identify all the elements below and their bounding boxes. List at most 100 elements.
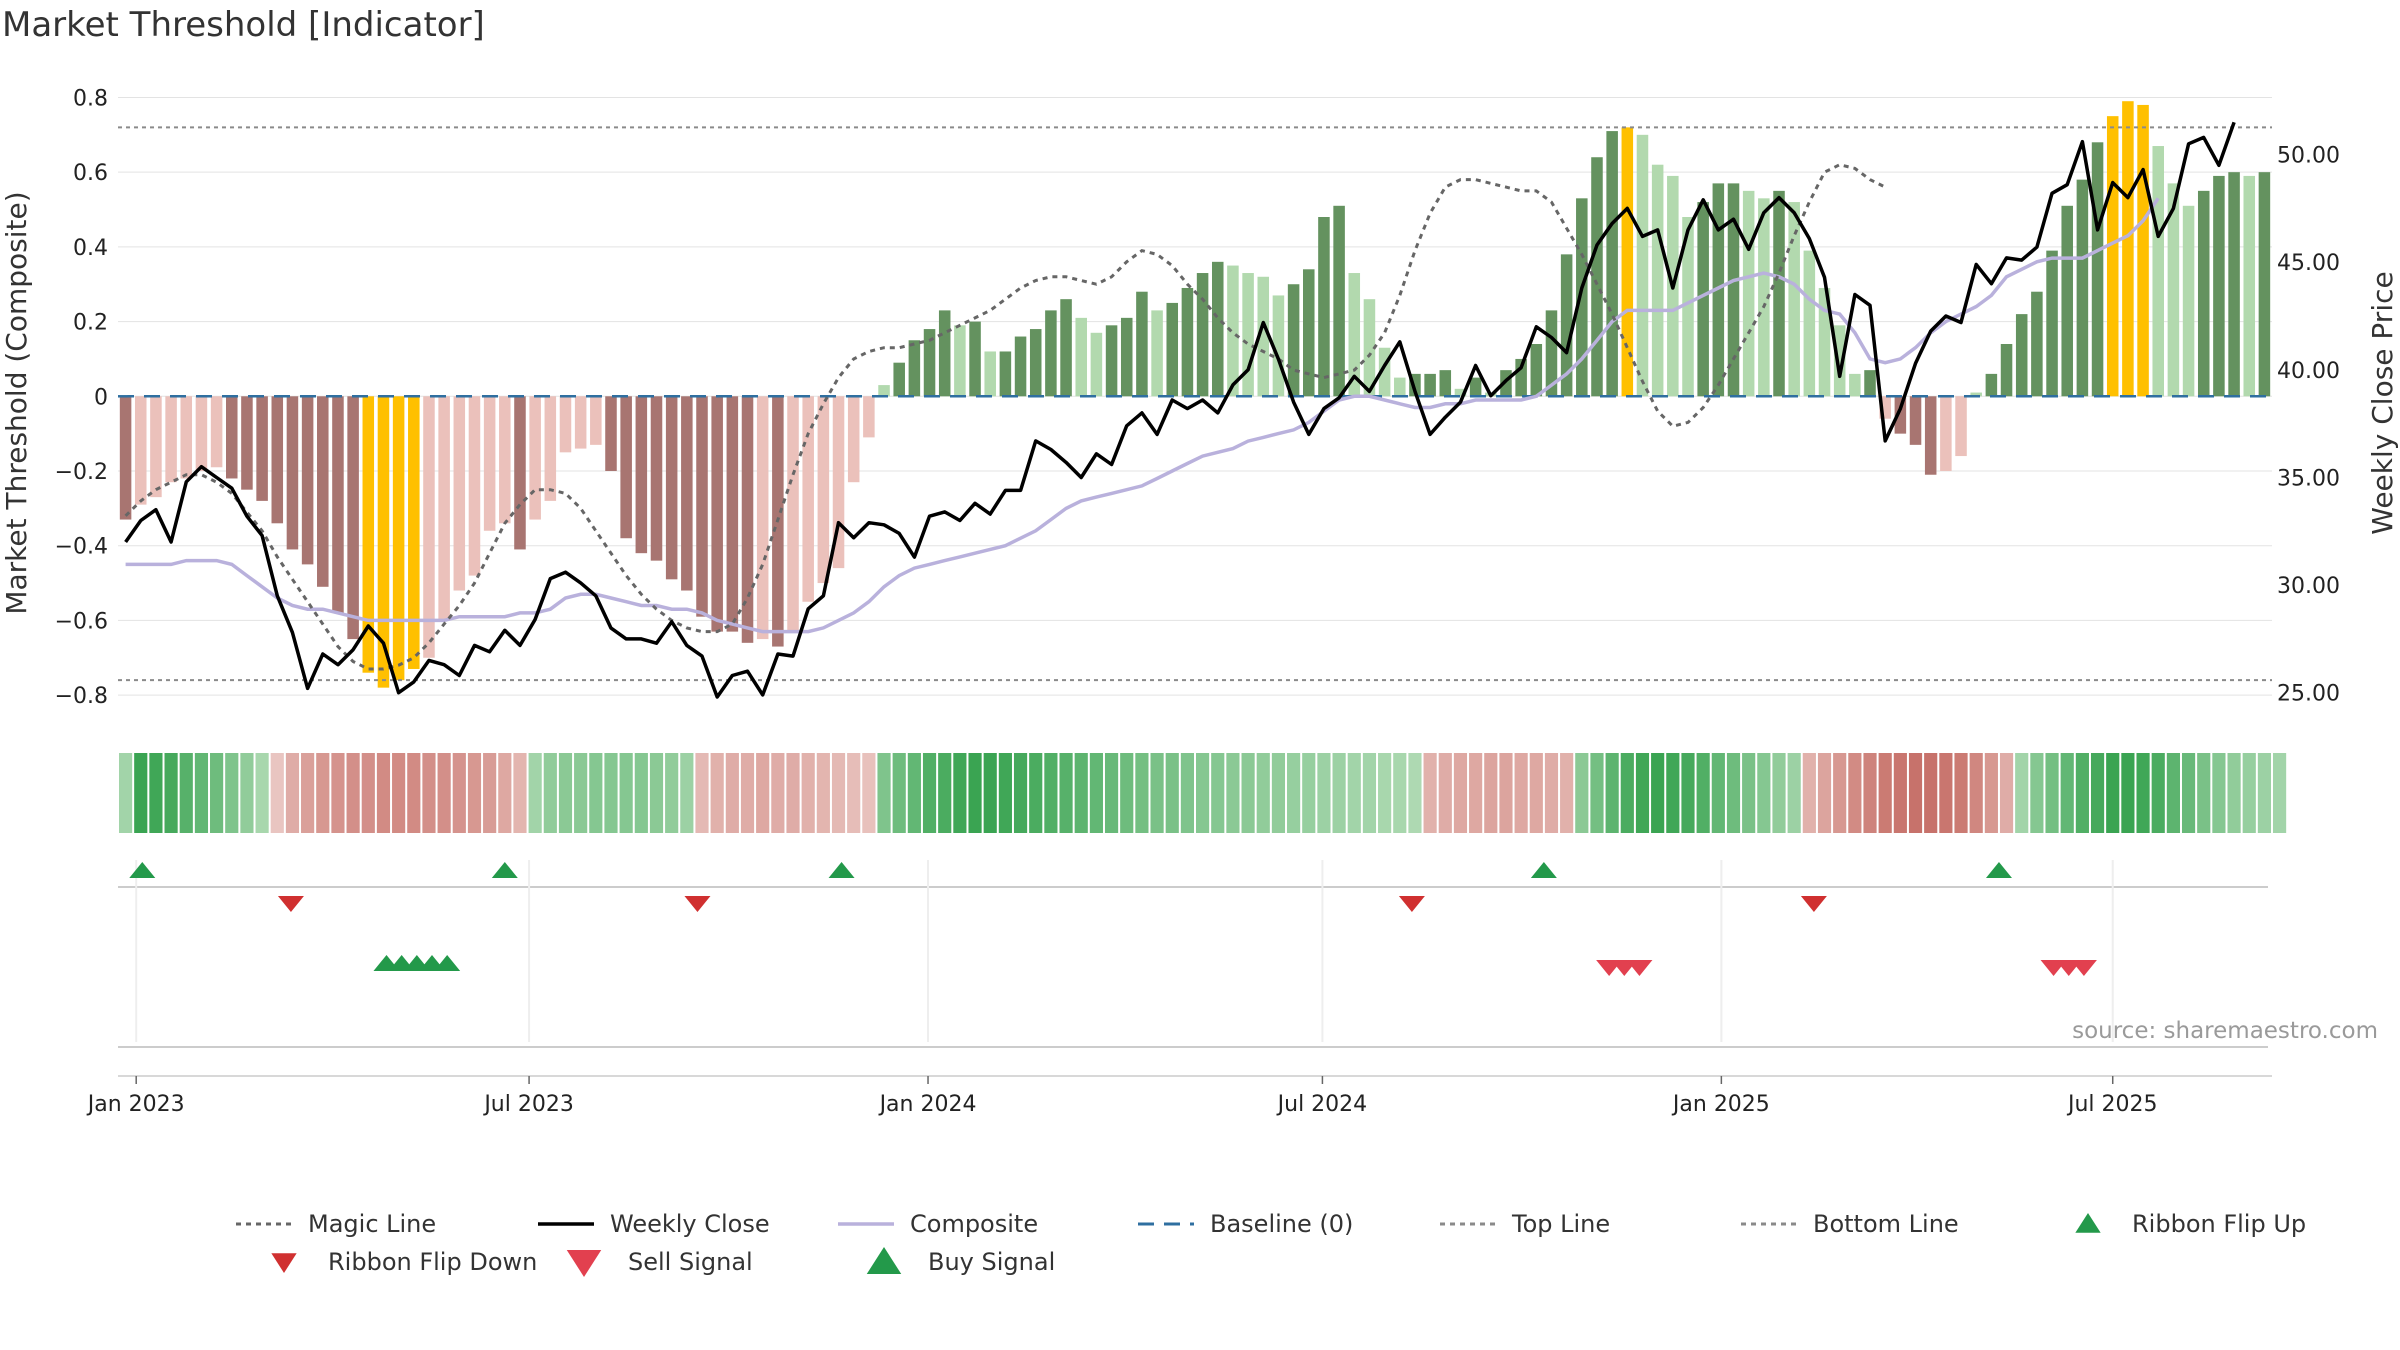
hist-bar-106: [1727, 183, 1740, 397]
hist-bar-40: [726, 396, 739, 632]
ribbon-cell-45: [801, 753, 815, 833]
hist-bar-127: [2046, 250, 2058, 397]
ribbon-flip-down-marker-3: [1800, 896, 1827, 912]
hist-bar-116: [1879, 396, 1891, 419]
ribbon-cell-88: [1453, 753, 1468, 833]
ribbon-flip-up-marker-0: [129, 862, 156, 878]
ribbon-cell-93: [1529, 753, 1543, 833]
legend-item-0: Magic Line: [236, 1210, 436, 1238]
legend-swatch-8: [566, 1250, 602, 1277]
hist-bar-7: [226, 396, 238, 479]
ribbon-cell-39: [710, 753, 724, 833]
ribbon-cell-64: [1089, 753, 1103, 833]
hist-bar-69: [1166, 302, 1179, 397]
ribbon-cell-66: [1120, 753, 1134, 833]
ribbon-cell-47: [831, 753, 846, 833]
ribbon-cell-42: [756, 753, 770, 833]
series-lines: [118, 121, 2272, 699]
ribbon-cell-34: [634, 753, 648, 833]
legend-swatch-7: [271, 1253, 297, 1273]
hist-bar-55: [954, 325, 966, 397]
hist-bar-129: [2076, 179, 2089, 397]
ribbon-cell-128: [2060, 753, 2074, 833]
hist-bar-75: [1257, 276, 1270, 397]
ribbon-cell-70: [1180, 753, 1194, 833]
hist-bar-20: [423, 396, 435, 658]
x-tick-label-5: Jul 2025: [2066, 1092, 2158, 1117]
ribbon-cell-6: [210, 753, 224, 833]
ribbon-cell-30: [574, 753, 588, 833]
ribbon-cell-83: [1378, 753, 1392, 833]
hist-bar-53: [923, 329, 936, 397]
hist-bar-27: [529, 396, 541, 520]
hist-bar-25: [499, 396, 511, 524]
hist-bar-107: [1742, 190, 1755, 397]
y-tick-label-4: 0: [94, 385, 108, 410]
ribbon-cell-57: [983, 753, 997, 833]
ribbon-cell-118: [1908, 753, 1923, 833]
ribbon-cell-31: [589, 753, 603, 833]
ribbon-cell-25: [498, 753, 512, 833]
ribbon-cell-32: [604, 753, 618, 833]
ribbon-cell-112: [1817, 753, 1832, 833]
ribbon-cell-63: [1074, 753, 1088, 833]
legend-label-0: Magic Line: [308, 1210, 436, 1238]
ribbon-cell-33: [619, 753, 633, 833]
ribbon-cell-135: [2166, 753, 2180, 833]
y-tick-label-7: −0.6: [55, 609, 108, 634]
hist-bar-29: [559, 396, 572, 453]
ribbon-cell-48: [847, 753, 861, 833]
ribbon-cell-8: [240, 753, 254, 833]
ribbon-cell-44: [786, 753, 800, 833]
hist-bar-77: [1287, 284, 1300, 397]
hist-bar-101: [1651, 164, 1664, 397]
hist-bar-11: [286, 396, 299, 550]
ribbon-cell-107: [1742, 753, 1756, 833]
y2-tick-label-0: 50.00: [2277, 144, 2340, 169]
ribbon-cell-60: [1029, 753, 1043, 833]
ribbon-cell-21: [437, 753, 451, 833]
hist-bar-79: [1318, 217, 1330, 397]
legend-label-6: Ribbon Flip Up: [2132, 1210, 2306, 1238]
ribbon-cell-7: [225, 753, 239, 833]
hist-bar-111: [1803, 250, 1816, 397]
hist-bar-138: [2213, 175, 2225, 397]
hist-bar-37: [681, 396, 693, 591]
y-tick-label-3: 0.2: [73, 311, 108, 336]
hist-bar-17: [377, 396, 390, 688]
ribbon-cell-52: [907, 753, 921, 833]
ribbon-cell-69: [1165, 753, 1179, 833]
hist-bar-96: [1576, 198, 1588, 397]
source-note: source: sharemaestro.com: [2072, 1018, 2378, 1044]
ribbon-cell-50: [877, 753, 891, 833]
hist-bar-22: [453, 396, 466, 591]
ribbon-cell-89: [1469, 753, 1483, 833]
hist-bar-21: [438, 396, 450, 621]
hist-bar-58: [999, 351, 1012, 397]
x-tick-label-3: Jul 2024: [1276, 1092, 1368, 1117]
legend-item-1: Weekly Close: [538, 1210, 770, 1238]
hist-bar-30: [574, 396, 587, 449]
hist-bar-98: [1606, 131, 1618, 397]
ribbon-cell-3: [164, 753, 178, 833]
ribbon-cell-11: [285, 753, 300, 833]
ribbon-flip-down-marker-0: [277, 896, 304, 912]
hist-bar-72: [1211, 261, 1224, 397]
ribbon-cell-94: [1544, 753, 1559, 833]
ribbon-cell-16: [361, 753, 375, 833]
hist-bar-32: [605, 396, 617, 471]
ribbon-cell-124: [1999, 753, 2014, 833]
y-tick-label-8: −0.8: [55, 684, 108, 709]
ribbon-cell-82: [1362, 753, 1377, 833]
legend-label-3: Baseline (0): [1210, 1210, 1353, 1238]
hist-bar-70: [1181, 287, 1194, 397]
hist-bar-94: [1545, 310, 1558, 397]
ribbon-cell-132: [2121, 753, 2135, 833]
legend-item-4: Top Line: [1440, 1210, 1610, 1238]
ribbon-cell-106: [1726, 753, 1741, 833]
legend: Magic Line Weekly Close Composite Baseline …: [236, 1210, 2306, 1277]
ribbon-cell-54: [938, 753, 952, 833]
ribbon-cell-20: [422, 753, 436, 833]
ribbon-cell-56: [968, 753, 982, 833]
